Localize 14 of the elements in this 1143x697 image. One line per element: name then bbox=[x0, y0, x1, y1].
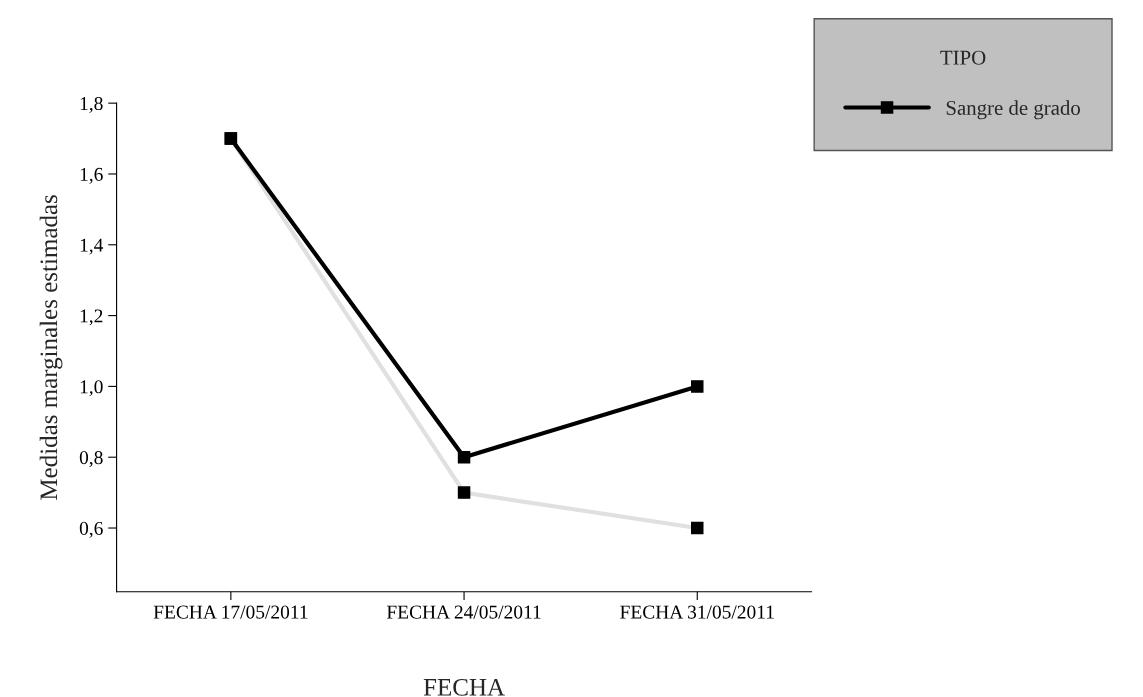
x-tick-label: FECHA 24/05/2011 bbox=[386, 605, 541, 619]
x-tick-label: FECHA 17/05/2011 bbox=[153, 605, 308, 619]
legend-title: TIPO bbox=[940, 50, 986, 65]
y-tick-label: 0,6 bbox=[79, 521, 103, 538]
y-tick-label: 0,8 bbox=[79, 451, 103, 467]
y-tick-label: 1,0 bbox=[80, 380, 103, 397]
y-tick-label: 1,4 bbox=[80, 238, 104, 255]
y-axis-title: Medidas marginales estimadas bbox=[39, 195, 63, 500]
y-tick-label: 1,6 bbox=[80, 167, 103, 184]
x-tick-label: FECHA 31/05/2011 bbox=[620, 605, 774, 619]
y-tick-label: 1,8 bbox=[80, 96, 103, 113]
y-tick-label: 1,2 bbox=[80, 309, 103, 326]
x-axis-title: FECHA bbox=[423, 678, 505, 696]
legend-label: Sangre de grado bbox=[946, 100, 1080, 120]
